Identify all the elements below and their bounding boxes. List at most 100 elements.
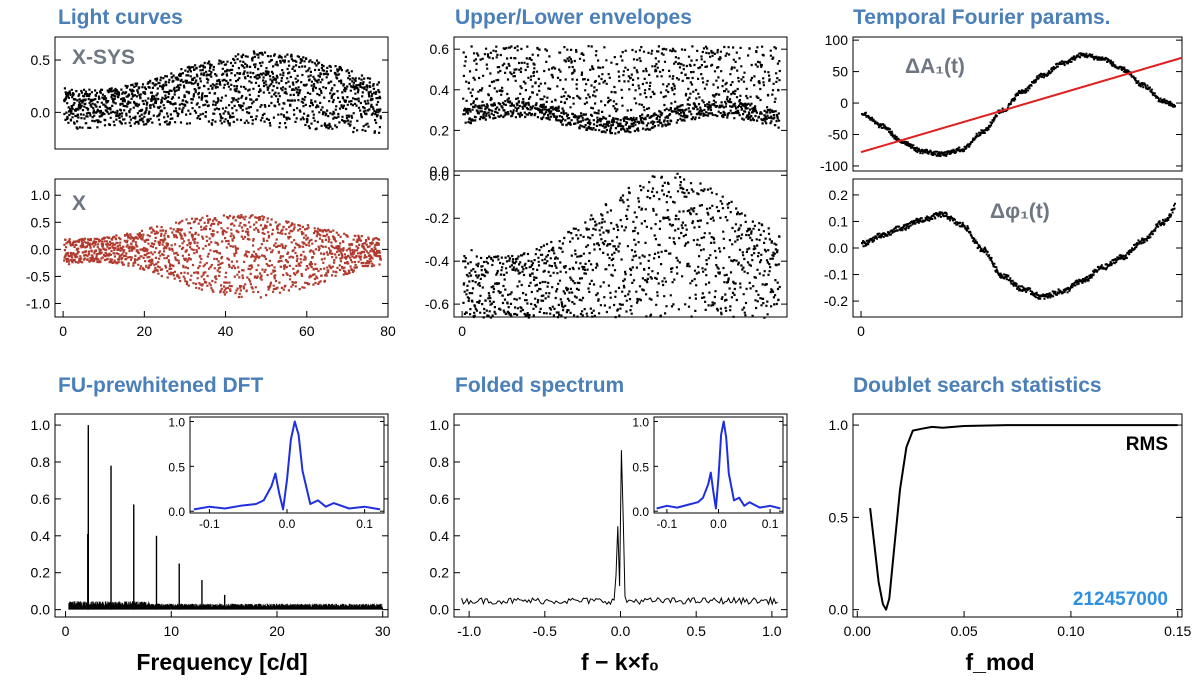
fold-ytick-label: 0.8 (430, 454, 450, 470)
title-folded-spectrum: Folded spectrum (455, 374, 624, 397)
doublet-ytick-label: 1.0 (829, 417, 849, 433)
four_top-ytick-label: 100 (825, 32, 849, 48)
lc_bottom-ytick-label: 0.0 (31, 241, 51, 257)
title-fourier-params: Temporal Fourier params. (853, 6, 1111, 29)
dft-xtick-label: 10 (163, 623, 179, 639)
fold-xtick-label: -1.0 (457, 623, 481, 639)
env_bottom-ytick-label: 0.0 (430, 167, 450, 183)
fold-xtick-label: 0.5 (686, 623, 706, 639)
lc_top-frame (54, 36, 389, 150)
dft_inset-xtick-label: 0.0 (279, 517, 296, 531)
lc_top-points (63, 50, 382, 134)
fold-xtick-label: -0.5 (533, 623, 557, 639)
dft-xtick-label: 30 (375, 623, 391, 639)
lc_top-ytick-label: 0.5 (31, 52, 51, 68)
env_bottom-ytick-label: -0.6 (425, 296, 449, 312)
env_top-ytick-label: 0.4 (430, 82, 450, 98)
env_top-ytick-label: 0.2 (430, 122, 450, 138)
four_top-trend-line (860, 56, 1183, 154)
dft_inset-ytick-label: 1.0 (168, 415, 185, 429)
lc_bottom-ytick-label: 1.0 (31, 187, 51, 203)
dft-ytick-label: 0.0 (31, 602, 51, 618)
dft-ytick-label: 0.4 (31, 528, 51, 544)
lc_bottom-xtick-label: 40 (218, 323, 234, 339)
doublet-xtick-label: 0.05 (950, 623, 977, 639)
fold-ytick-label: 0.2 (430, 565, 450, 581)
dft_inset-ytick-label: 0.5 (168, 460, 185, 474)
doublet-rms-curve (869, 424, 1178, 611)
panel-light-curve-detrended: -1.0 -0.5 0.0 0.5 1.0 0 20 40 60 80 (26, 178, 396, 339)
fold-ytick-label: 0.6 (430, 491, 450, 507)
dft-ytick-label: 0.2 (31, 565, 51, 581)
four_bottom-ytick-label: 0.1 (829, 213, 849, 229)
panel-dft-inset: 0.0 0.5 1.0 -0.1 0.0 0.1 (168, 415, 385, 531)
dft-xtick-label: 20 (269, 623, 285, 639)
fold-ytick-label: 0.0 (430, 602, 450, 618)
fold_inset-ytick-label: 0.5 (632, 460, 649, 474)
four_top-ytick-label: -50 (828, 127, 848, 143)
panel-dft: 0.0 0.2 0.4 0.6 0.8 1.0 0 10 20 30 (31, 413, 391, 639)
xlabel-folded: f − k×f₀ (581, 649, 659, 675)
dft_inset-xtick-label: -0.1 (199, 517, 220, 531)
env_top-ytick-label: 0.6 (430, 41, 450, 57)
four_top-frame (852, 36, 1183, 172)
xlabel-frequency: Frequency [c/d] (136, 649, 307, 675)
fold-xtick-label: 1.0 (762, 623, 782, 639)
panel-light-curve-raw: 0.0 0.5 (31, 36, 389, 150)
dft-ytick-label: 1.0 (31, 417, 51, 433)
fold_inset-xtick-label: 0.0 (710, 517, 727, 531)
dft-xtick-label: 0 (62, 623, 70, 639)
fold_inset-xtick-label: 0.1 (762, 517, 779, 531)
epic-id-label: 212457000 (1073, 589, 1168, 610)
env_bottom-xtick-label: 0 (458, 323, 466, 339)
panel-doublet-statistics: 0.0 0.5 1.0 0.00 0.05 0.10 0.15 (829, 413, 1192, 639)
four_top-ytick-label: 50 (832, 64, 848, 80)
panel-delta-amplitude: -100 -50 0 50 100 (820, 32, 1183, 174)
dft-ytick-label: 0.8 (31, 454, 51, 470)
xlabel-fmod: f_mod (966, 649, 1035, 675)
four_bottom-ytick-label: -0.1 (824, 267, 848, 283)
panel-lower-envelope: -0.6 -0.4 -0.2 0.0 0 (425, 167, 788, 339)
annotation-delta-phi1: Δφ₁(t) (990, 200, 1050, 223)
legend-rms: RMS (1126, 434, 1168, 455)
dft-noise (68, 601, 383, 610)
annotation-x-sys: X-SYS (72, 46, 135, 69)
panel-folded-inset: 0.0 0.5 1.0 -0.1 0.0 0.1 (632, 415, 784, 531)
fold-ytick-label: 1.0 (430, 417, 450, 433)
four_top-ytick-label: 0 (840, 95, 848, 111)
env_bottom-ytick-label: -0.2 (425, 210, 449, 226)
lc_bottom-xtick-label: 60 (299, 323, 315, 339)
fold_inset-xtick-label: -0.1 (657, 517, 678, 531)
fold_inset-ytick-label: 0.0 (632, 505, 649, 519)
lc_bottom-xtick-label: 20 (137, 323, 153, 339)
four_bottom-xtick-label: 0 (857, 323, 865, 339)
fold-ytick-label: 0.4 (430, 528, 450, 544)
lc_bottom-ytick-label: -0.5 (26, 268, 50, 284)
env_top-points (462, 45, 781, 135)
env_bottom-points (462, 172, 781, 319)
fold_inset-line (656, 420, 781, 510)
env_bottom-ytick-label: -0.4 (425, 253, 449, 269)
doublet-xtick-label: 0.15 (1164, 623, 1191, 639)
title-envelopes: Upper/Lower envelopes (455, 6, 692, 29)
lc_bottom-xtick-label: 0 (59, 323, 67, 339)
annotation-delta-a1: ΔA₁(t) (905, 55, 965, 78)
title-dft: FU-prewhitened DFT (58, 374, 263, 397)
four_bottom-ytick-label: 0.0 (829, 240, 849, 256)
panel-upper-envelope: 0.0 0.2 0.4 0.6 (430, 36, 788, 179)
dft_inset-ytick-label: 0.0 (168, 505, 185, 519)
four_bottom-ytick-label: 0.2 (829, 187, 849, 203)
lc_bottom-ytick-label: -1.0 (26, 295, 50, 311)
dft_inset-line (193, 420, 381, 511)
four_top-ytick-label: -100 (820, 158, 848, 174)
lc_bottom-points (63, 214, 382, 299)
lc_bottom-ytick-label: 0.5 (31, 214, 51, 230)
doublet-frame (852, 413, 1183, 618)
dft_inset-inset-bg (190, 417, 384, 513)
doublet-xtick-label: 0.00 (844, 623, 871, 639)
dft_inset-xtick-label: 0.1 (356, 517, 373, 531)
title-doublet-search: Doublet search statistics (853, 374, 1102, 397)
fold-spectrum-line (461, 450, 778, 606)
doublet-xtick-label: 0.10 (1057, 623, 1084, 639)
